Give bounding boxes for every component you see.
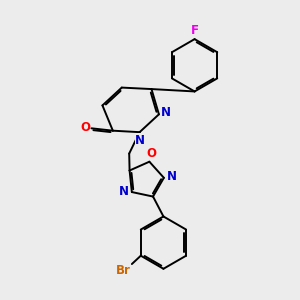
Text: O: O: [80, 121, 90, 134]
Text: N: N: [118, 185, 128, 198]
Text: N: N: [135, 134, 145, 147]
Text: F: F: [190, 24, 199, 37]
Text: N: N: [160, 106, 170, 119]
Text: O: O: [146, 147, 156, 160]
Text: N: N: [167, 170, 177, 183]
Text: Br: Br: [116, 264, 130, 277]
